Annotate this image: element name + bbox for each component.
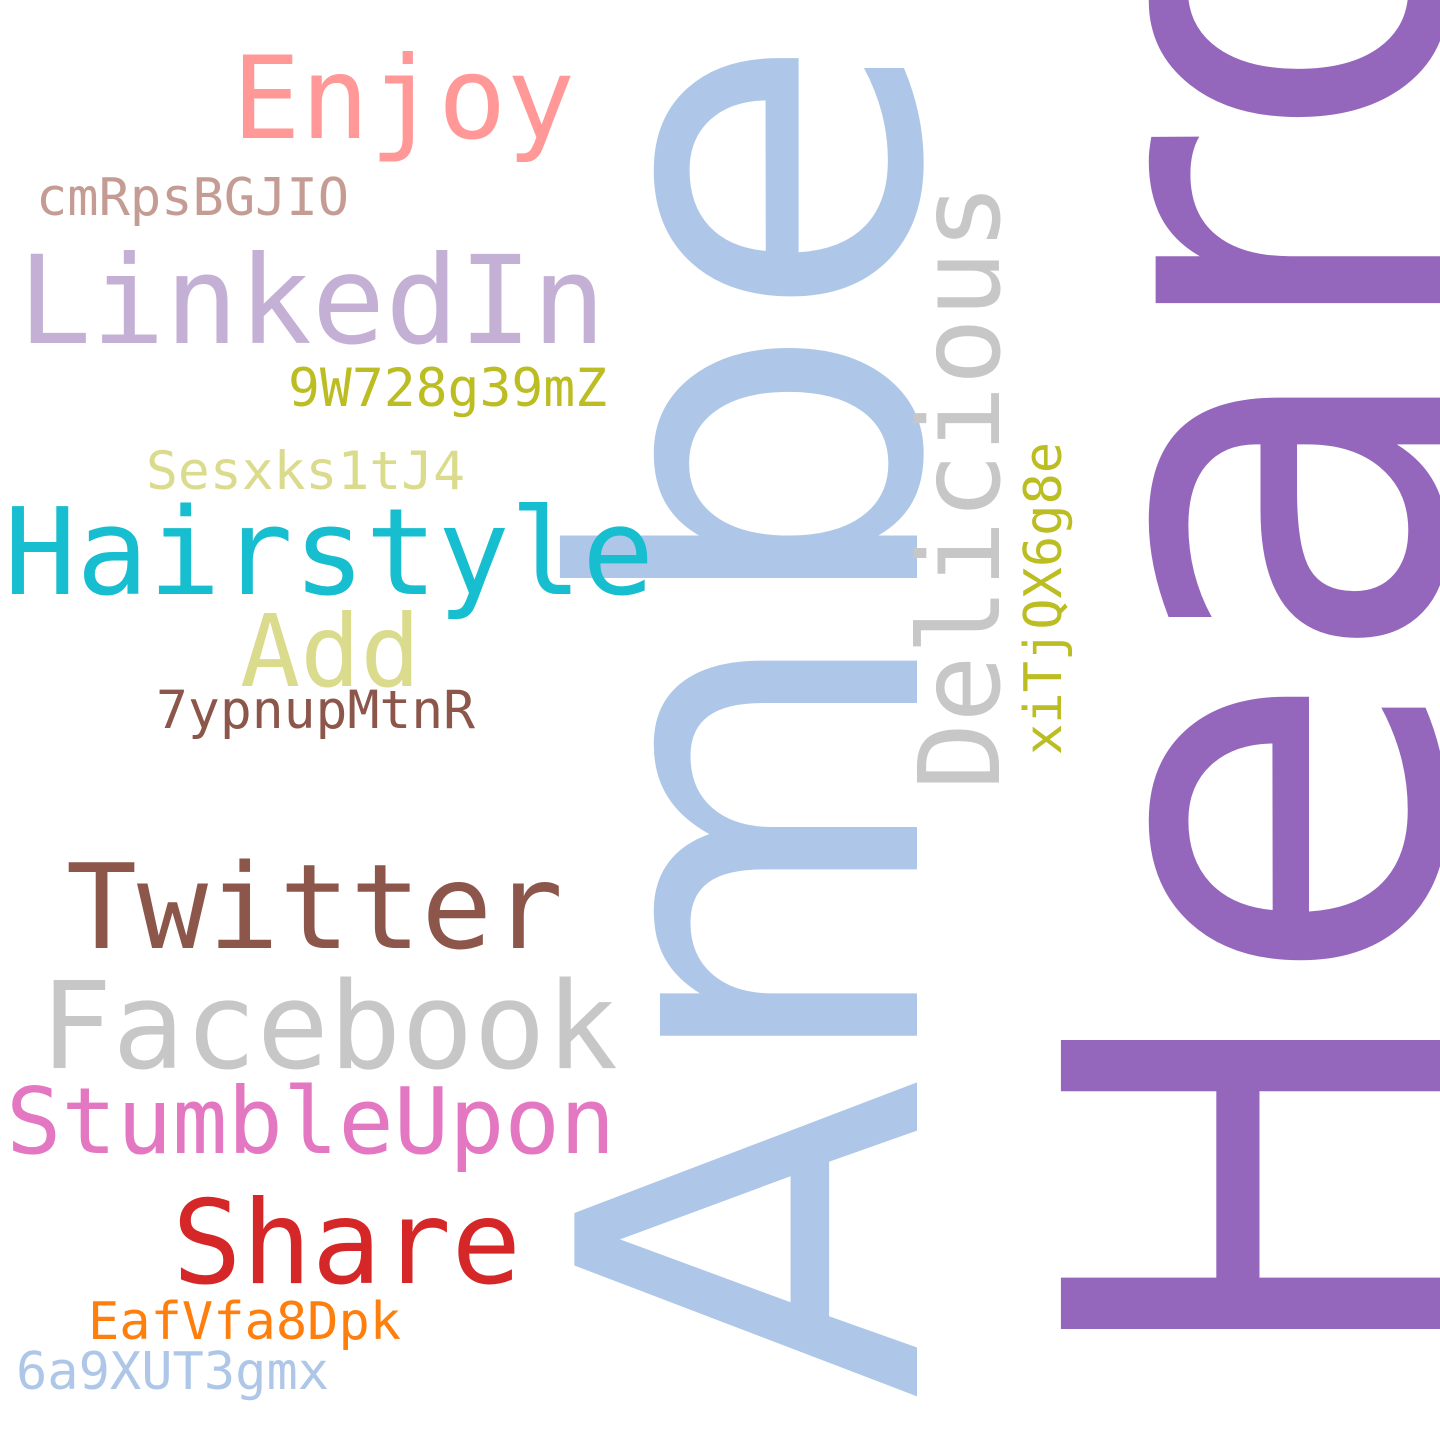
word-share: Share xyxy=(172,1176,522,1311)
word-6a9xut3gmx: 6a9XUT3gmx xyxy=(16,1342,330,1402)
word-hairstyle: Hairstyle xyxy=(4,484,655,623)
word-enjoy: Enjoy xyxy=(232,32,576,165)
word-twitter: Twitter xyxy=(66,838,564,976)
word-9w728g39mz: 9W728g39mZ xyxy=(288,358,608,419)
word-linkedin: LinkedIn xyxy=(18,230,606,372)
word-sesxks1tj4: Sesxks1tJ4 xyxy=(146,441,466,502)
word-xitjqx6g8e: xiTjQX6g8e xyxy=(1014,441,1074,755)
word-7ypnupmtnr: 7ypnupMtnR xyxy=(156,680,476,741)
word-stumbleupon: StumbleUpon xyxy=(6,1068,616,1175)
word-cmrpsbgjio: cmRpsBGJIO xyxy=(36,168,350,228)
word-add: Add xyxy=(240,593,421,710)
word-delicious: Delicious xyxy=(896,183,1026,790)
word-facebook: Facebook xyxy=(40,958,618,1097)
word-eafvfa8dpk: EafVfa8Dpk xyxy=(88,1292,402,1352)
